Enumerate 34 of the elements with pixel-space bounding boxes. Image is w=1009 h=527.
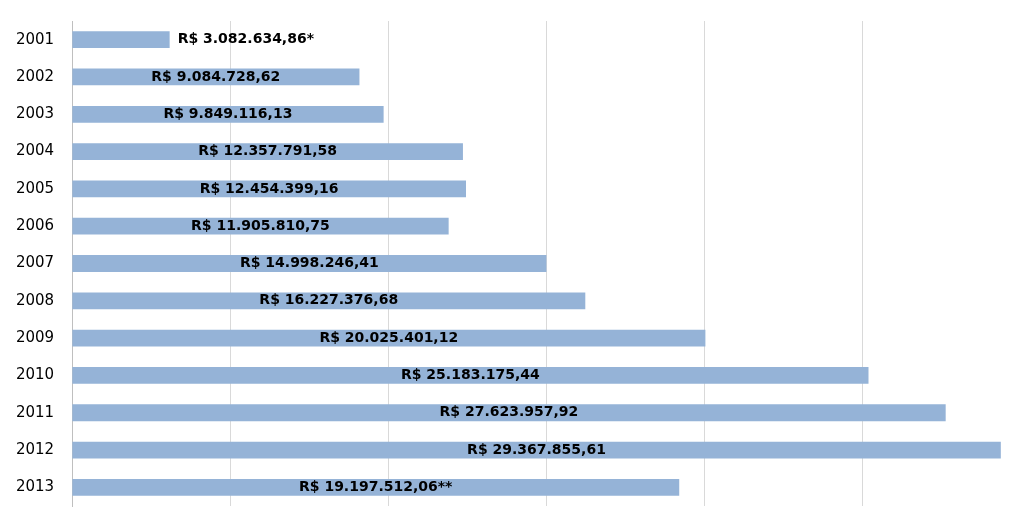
data-label: R$ 14.998.246,41 [239,254,379,271]
bar [72,404,946,422]
data-label: R$ 11.905.810,75 [191,216,330,233]
y-tick-label: 2005 [15,178,55,197]
data-label: R$ 29.367.855,61 [467,440,606,457]
y-tick-label: 2011 [15,402,55,421]
y-tick-label: 2012 [15,439,55,458]
y-tick-label: 2001 [15,29,55,48]
bar [72,292,586,310]
y-tick-label: 2010 [15,365,55,384]
bar [72,367,869,384]
y-tick-label: 2006 [15,216,55,235]
bar [72,255,547,272]
data-label: R$ 16.227.376,68 [259,291,399,308]
y-tick-label: 2003 [15,104,55,123]
data-label: R$ 3.082.634,86* [177,30,315,47]
y-tick-label: 2007 [15,253,55,272]
y-tick-label: 2004 [15,141,55,160]
data-label: R$ 27.623.957,92 [439,403,579,420]
data-label: R$ 9.849.116,13 [163,104,293,121]
bar [72,441,1001,459]
bar [72,478,680,496]
data-label: R$ 12.357.791,58 [198,142,337,159]
bar [72,329,706,347]
y-tick-label: 2002 [15,66,55,85]
data-label: R$ 20.025.401,12 [319,328,459,345]
y-tick-label: 2013 [15,477,55,496]
data-label: R$ 12.454.399,16 [199,179,339,196]
y-tick-label: 2008 [15,290,55,309]
bar [72,31,170,49]
data-label: R$ 19.197.512,06** [299,477,454,494]
data-label: R$ 9.084.728,62 [151,67,281,84]
y-tick-label: 2009 [15,328,55,347]
data-label: R$ 25.183.175,44 [400,366,540,383]
